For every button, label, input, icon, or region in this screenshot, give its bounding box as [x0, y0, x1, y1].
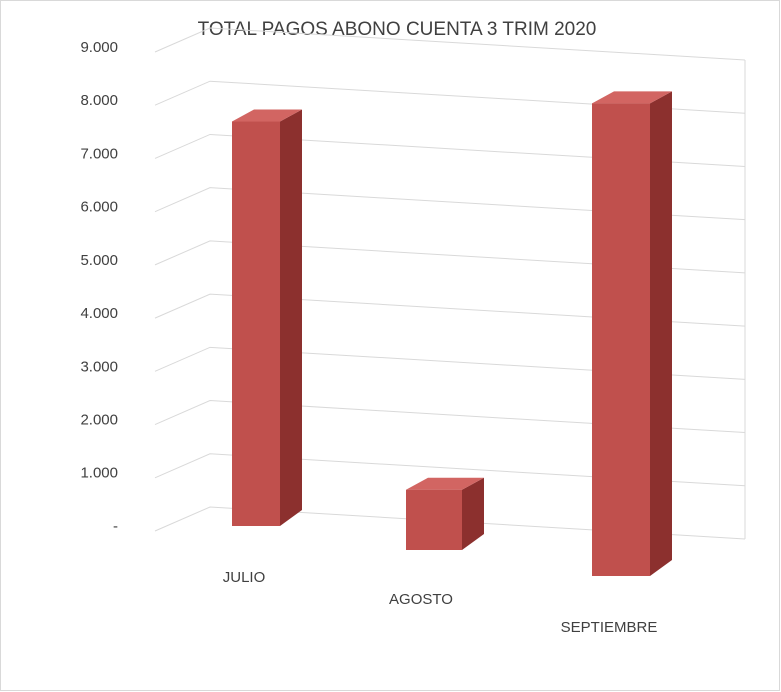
bar-top — [592, 91, 672, 104]
grid-line — [154, 240, 746, 274]
bar — [232, 121, 280, 526]
bar — [592, 103, 650, 577]
grid-line — [154, 27, 746, 61]
bar-side — [462, 477, 484, 550]
grid-line — [154, 187, 746, 221]
grid-line — [154, 453, 746, 487]
x-tick-label: AGOSTO — [389, 591, 453, 608]
y-tick-label: 6.000 — [80, 199, 118, 216]
grid-line — [154, 133, 746, 167]
chart-title: TOTAL PAGOS ABONO CUENTA 3 TRIM 2020 — [198, 19, 597, 40]
y-tick-label: 7.000 — [80, 145, 118, 162]
y-tick-label: 5.000 — [80, 252, 118, 269]
grid-line — [154, 80, 746, 114]
y-tick-label: 8.000 — [80, 92, 118, 109]
grid-line — [154, 506, 746, 540]
grid-line — [154, 400, 746, 434]
bar — [406, 489, 462, 550]
bar-top — [406, 477, 484, 490]
x-tick-label: JULIO — [223, 569, 266, 586]
grid-line — [154, 346, 746, 380]
bar-top — [232, 109, 302, 122]
grid-line — [154, 293, 746, 327]
y-tick-label: 2.000 — [80, 412, 118, 429]
y-tick-label: - — [113, 518, 118, 535]
y-tick-label: 9.000 — [80, 39, 118, 56]
bar-side — [280, 109, 302, 526]
y-tick-label: 1.000 — [80, 465, 118, 482]
bar-side — [650, 91, 672, 577]
x-tick-label: SEPTIEMBRE — [561, 619, 658, 636]
y-tick-label: 3.000 — [80, 358, 118, 375]
y-tick-label: 4.000 — [80, 305, 118, 322]
